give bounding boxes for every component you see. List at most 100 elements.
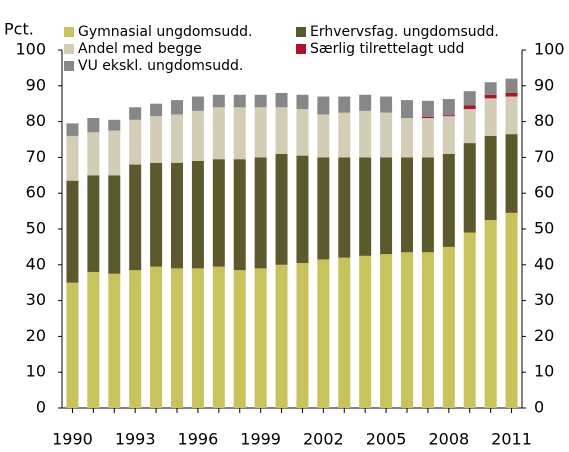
bar-segment bbox=[442, 153, 455, 247]
bar-segment bbox=[317, 157, 330, 260]
bar-segment bbox=[442, 116, 455, 154]
bar-segment bbox=[380, 96, 393, 113]
bar-segment bbox=[254, 107, 267, 158]
y2-tick-label: 0 bbox=[534, 398, 544, 417]
bar-segment bbox=[191, 110, 204, 161]
x-tick-label: 2002 bbox=[303, 430, 344, 449]
bar-segment bbox=[463, 105, 476, 110]
bar-segment bbox=[129, 119, 142, 165]
bar-segment bbox=[108, 175, 121, 274]
bar-segment bbox=[87, 118, 100, 133]
x-tick-label: 2005 bbox=[366, 430, 407, 449]
bar-segment bbox=[317, 96, 330, 115]
legend-label: Andel med begge bbox=[78, 41, 202, 57]
y2-tick-label: 60 bbox=[534, 183, 554, 202]
legend-label: Særlig tilrettelagt udd bbox=[310, 41, 464, 57]
bar-segment bbox=[66, 123, 79, 136]
bar-segment bbox=[108, 273, 121, 408]
legend-swatch bbox=[296, 27, 306, 37]
bar-segment bbox=[338, 157, 351, 258]
bar-segment bbox=[401, 100, 413, 119]
bar-segment bbox=[380, 157, 393, 255]
bar-segment bbox=[421, 157, 434, 253]
bar-segment bbox=[442, 99, 455, 116]
bar-segment bbox=[484, 94, 497, 99]
y2-tick-label: 10 bbox=[534, 362, 554, 381]
bar-segment bbox=[129, 164, 142, 271]
bar-segment bbox=[87, 175, 100, 272]
bar-segment bbox=[484, 220, 497, 408]
bar-segment bbox=[171, 114, 183, 163]
bar-segment bbox=[421, 118, 434, 158]
y2-tick-label: 70 bbox=[534, 147, 554, 166]
bar-segment bbox=[150, 266, 163, 408]
bar-segment bbox=[150, 103, 163, 117]
bar-segment bbox=[296, 94, 309, 110]
bar-segment bbox=[212, 94, 225, 108]
bar-segment bbox=[66, 135, 79, 181]
bar-segment bbox=[317, 114, 330, 158]
bar-segment bbox=[233, 159, 246, 271]
x-tick-label: 2011 bbox=[491, 430, 532, 449]
bar-segment bbox=[442, 246, 455, 408]
bar-segment bbox=[505, 92, 518, 97]
bar-segment bbox=[87, 271, 100, 408]
bar-segment bbox=[401, 118, 413, 158]
bar-segment bbox=[191, 268, 204, 408]
bar-segment bbox=[338, 257, 351, 408]
y-tick-label: 20 bbox=[26, 326, 46, 345]
bar-segment bbox=[484, 98, 497, 136]
x-tick-label: 2008 bbox=[428, 430, 469, 449]
bar-segment bbox=[463, 91, 476, 106]
bar-segment bbox=[380, 254, 393, 408]
bar-segment bbox=[108, 130, 121, 176]
bar-segment bbox=[505, 134, 518, 213]
y2-tick-label: 30 bbox=[534, 290, 554, 309]
bar-segment bbox=[296, 109, 309, 156]
bar-segment bbox=[150, 162, 163, 267]
y2-tick-label: 50 bbox=[534, 219, 554, 238]
y-tick-label: 90 bbox=[26, 75, 46, 94]
bar-segment bbox=[484, 82, 497, 95]
y2-tick-label: 80 bbox=[534, 111, 554, 130]
bar-segment bbox=[66, 180, 79, 283]
bar-segment bbox=[254, 94, 267, 108]
y-tick-label: 30 bbox=[26, 290, 46, 309]
bar-segment bbox=[463, 109, 476, 144]
bar-segment bbox=[254, 157, 267, 269]
legend-label: Gymnasial ungdomsudd. bbox=[78, 24, 252, 40]
bar-segment bbox=[233, 94, 246, 108]
y2-tick-label: 90 bbox=[534, 75, 554, 94]
bar-segment bbox=[296, 263, 309, 408]
bar-segment bbox=[275, 264, 288, 408]
bar-segment bbox=[233, 270, 246, 408]
legend-swatch bbox=[64, 27, 74, 37]
bar-segment bbox=[359, 157, 372, 256]
bar-segment bbox=[338, 96, 351, 113]
y-tick-label: 50 bbox=[26, 219, 46, 238]
bar-segment bbox=[275, 107, 288, 154]
bar-segment bbox=[212, 107, 225, 160]
y2-tick-label: 20 bbox=[534, 326, 554, 345]
bar-segment bbox=[212, 159, 225, 267]
bar-segment bbox=[129, 270, 142, 408]
y-tick-label: 80 bbox=[26, 111, 46, 130]
bar-segment bbox=[129, 107, 142, 120]
bar-segment bbox=[108, 119, 121, 131]
bar-segment bbox=[191, 160, 204, 269]
legend-label: VU ekskl. ungdomsudd. bbox=[78, 58, 243, 74]
y-tick-label: 0 bbox=[36, 398, 46, 417]
bar-segment bbox=[171, 268, 183, 408]
y-tick-label: 40 bbox=[26, 254, 46, 273]
y-axis-label: Pct. bbox=[4, 20, 34, 39]
bar-segment bbox=[275, 92, 288, 108]
bar-segment bbox=[421, 252, 434, 408]
y2-tick-label: 40 bbox=[534, 254, 554, 273]
y-tick-label: 60 bbox=[26, 183, 46, 202]
bar-segment bbox=[171, 100, 183, 115]
bar-segment bbox=[463, 143, 476, 233]
bar-segment bbox=[87, 132, 100, 176]
x-tick-label: 1996 bbox=[178, 430, 219, 449]
x-tick-label: 1999 bbox=[240, 430, 281, 449]
